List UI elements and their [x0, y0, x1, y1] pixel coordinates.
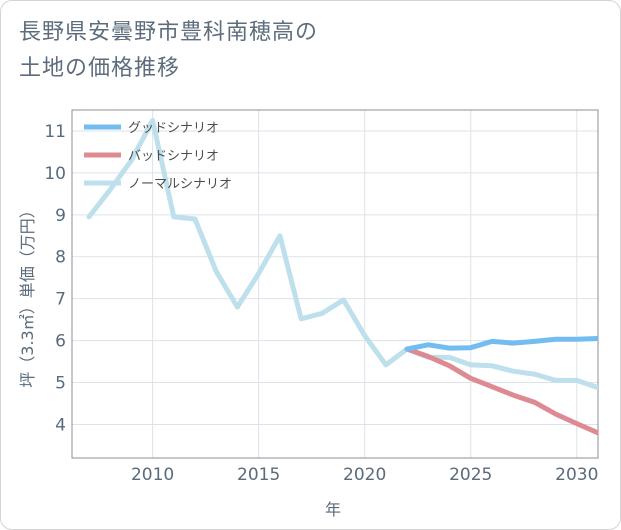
legend-label-2: ノーマルシナリオ — [128, 177, 232, 192]
y-tick-label-10: 10 — [44, 164, 66, 184]
chart-title-line-2: 土地の価格推移 — [19, 56, 181, 81]
x-tick-label-2015: 2015 — [237, 465, 280, 485]
series-line-1 — [404, 346, 598, 436]
y-tick-label-9: 9 — [55, 206, 66, 226]
y-tick-label-6: 6 — [55, 332, 66, 352]
y-tick-label-11: 11 — [44, 122, 66, 142]
series-line-2 — [86, 118, 598, 391]
x-tick-label-2030: 2030 — [555, 465, 598, 485]
chart-title: 長野県安曇野市豊科南穂高の 土地の価格推移 — [19, 15, 439, 87]
series-lines — [86, 118, 598, 436]
tick-labels: 2010 2015 2020 2025 2030 4 5 6 7 8 9 10 11 — [44, 122, 598, 485]
plot-area-border — [71, 109, 599, 459]
legend-label-1: バッドシナリオ — [128, 149, 219, 164]
x-tick-label-2020: 2020 — [343, 465, 386, 485]
x-tick-label-2025: 2025 — [449, 465, 492, 485]
x-tick-label-2010: 2010 — [131, 465, 174, 485]
y-tick-label-5: 5 — [55, 374, 66, 394]
chart-title-line-1: 長野県安曇野市豊科南穂高の — [19, 20, 319, 45]
series-layer — [86, 118, 598, 436]
y-tick-label-7: 7 — [55, 290, 66, 310]
y-axis-title: 坪（3.3㎡）単価（万円） — [18, 202, 37, 387]
x-axis-title: 年 — [325, 500, 341, 519]
legend-label-0: グッドシナリオ — [128, 121, 219, 136]
y-tick-label-4: 4 — [55, 415, 66, 435]
y-tick-label-8: 8 — [55, 248, 66, 268]
series-line-0 — [404, 336, 598, 352]
